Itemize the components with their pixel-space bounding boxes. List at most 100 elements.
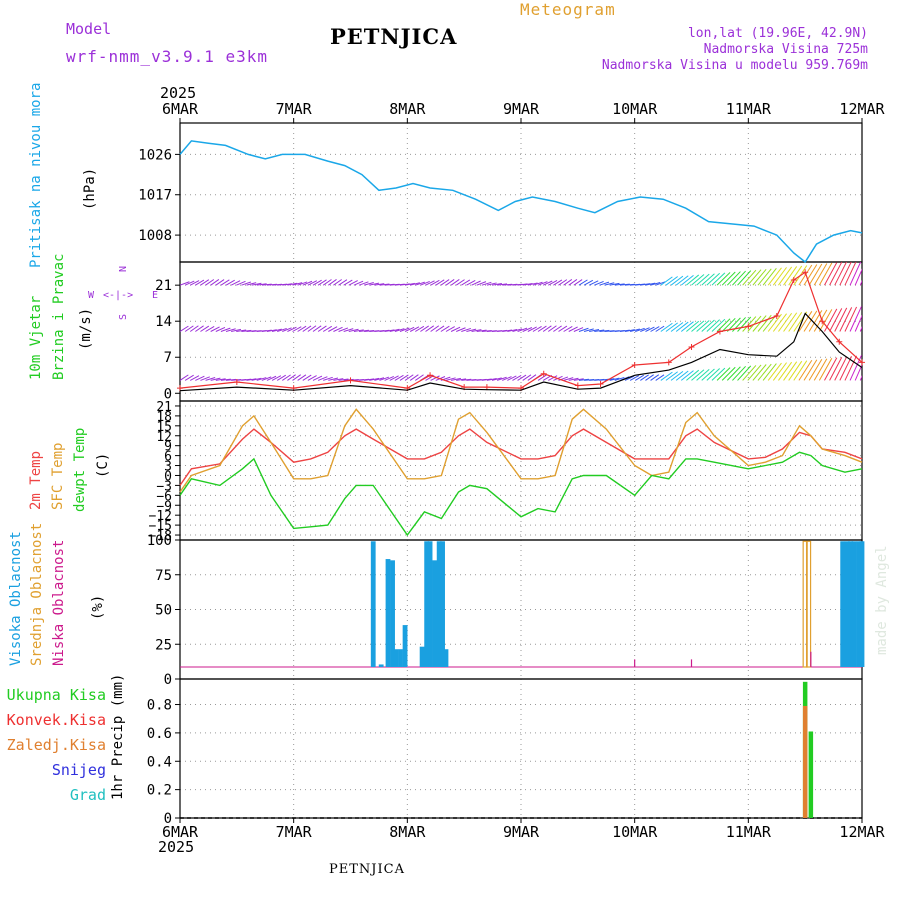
wind-barb (328, 326, 338, 332)
wind-barb (737, 316, 752, 332)
wind-barb (645, 374, 654, 381)
wind-barb (573, 327, 584, 332)
wind-barb (553, 325, 562, 332)
wind-speed-line (179, 312, 863, 392)
wind-barb (599, 378, 610, 381)
wind-barb (818, 358, 833, 381)
wind-barb (225, 328, 236, 332)
wind-barb (599, 329, 610, 332)
wind-barb (813, 309, 828, 332)
cloud-bar-high (378, 664, 384, 667)
wind-barb (583, 279, 594, 286)
wind-barb (788, 265, 803, 286)
pressure-ytick-label: 1017 (138, 188, 172, 204)
wind-barb (389, 375, 399, 381)
wind-barb (696, 320, 710, 332)
wind-barb (256, 377, 267, 381)
wind-barb (854, 363, 862, 381)
wind-barb (829, 308, 843, 332)
wind-barb (629, 328, 640, 332)
wind-barb (517, 374, 527, 381)
wind-barb (839, 356, 853, 381)
compass-s: S (118, 314, 129, 320)
wind-barb (210, 279, 220, 286)
wind-barb (732, 270, 746, 286)
wind-barb (665, 371, 678, 381)
wind-barb (849, 355, 862, 381)
wind-barb (312, 375, 323, 381)
cloud-bar-high (840, 541, 846, 667)
wind-barb (660, 276, 673, 286)
wind-ytick-label: 7 (164, 350, 172, 366)
wind-barb (742, 316, 757, 332)
wind-barb (507, 375, 517, 381)
wind-barb (686, 274, 700, 286)
wind-barb (829, 262, 843, 286)
wind-barb (711, 367, 726, 381)
compass-arrows: <-|-> (103, 290, 133, 301)
wind-barb (353, 280, 364, 286)
wind-barb (640, 327, 650, 332)
pressure-line (179, 140, 863, 264)
wind-barb (466, 279, 476, 286)
wind-barb (778, 266, 793, 286)
wind-barb (829, 357, 843, 381)
wind-barb (461, 279, 471, 286)
wind-barb (675, 321, 689, 332)
wind-barb (757, 363, 772, 381)
wind-gust-marker (427, 372, 434, 379)
wind-barb (353, 329, 364, 332)
wind-barb (384, 375, 394, 381)
temperature-ytick-label: −15 (149, 519, 172, 534)
wind-barb (241, 329, 252, 332)
cloud-bar-low (634, 659, 636, 667)
wind-barb (404, 326, 415, 332)
wind-barb (660, 322, 673, 332)
wind-barb (282, 327, 292, 332)
wind-gust-marker (631, 361, 638, 368)
wind-barb (716, 367, 731, 381)
wind-barb (282, 374, 291, 381)
wind-barb (721, 366, 736, 381)
wind-barb (461, 378, 472, 381)
wind-barb (322, 279, 332, 286)
temperature-ytick-label: 21 (156, 400, 172, 415)
temp-line-sfc_temp (179, 408, 863, 493)
wind-barb (287, 374, 296, 381)
x-label-top: 10MAR (612, 100, 658, 118)
wind-barb (680, 321, 694, 332)
wind-barb (180, 325, 189, 332)
wind-barb (491, 377, 502, 381)
wind-barb (466, 328, 477, 332)
precip-ytick-label: 0 (164, 811, 172, 827)
temp-line-2m_temp (179, 428, 863, 486)
wind-barb (292, 374, 302, 381)
wind-barb (818, 309, 833, 332)
wind-barb (317, 325, 327, 332)
wind-barb (435, 325, 445, 332)
wind-barb (732, 365, 746, 381)
wind-barb (445, 279, 455, 286)
wind-barb (261, 376, 272, 381)
wind-barb (415, 281, 425, 286)
wind-barb (818, 262, 833, 286)
wind-barb (553, 279, 563, 286)
wind-barb (706, 368, 721, 381)
wind-barb (323, 376, 333, 381)
wind-barb (297, 281, 308, 286)
wind-barb (399, 374, 409, 381)
wind-barb (757, 314, 772, 332)
temperature-ytick-label: −3 (156, 479, 172, 494)
wind-barb (619, 283, 630, 286)
wind-barb (772, 362, 787, 381)
x-label-bottom: 12MAR (839, 823, 885, 841)
wind-barb (798, 359, 813, 381)
wind-barb (307, 280, 318, 286)
wind-barb (645, 282, 656, 286)
wind-barb (195, 325, 204, 332)
wind-gust-marker (665, 359, 672, 366)
wind-barb (394, 374, 404, 381)
wind-barb (404, 282, 415, 286)
wind-barb (409, 374, 419, 381)
